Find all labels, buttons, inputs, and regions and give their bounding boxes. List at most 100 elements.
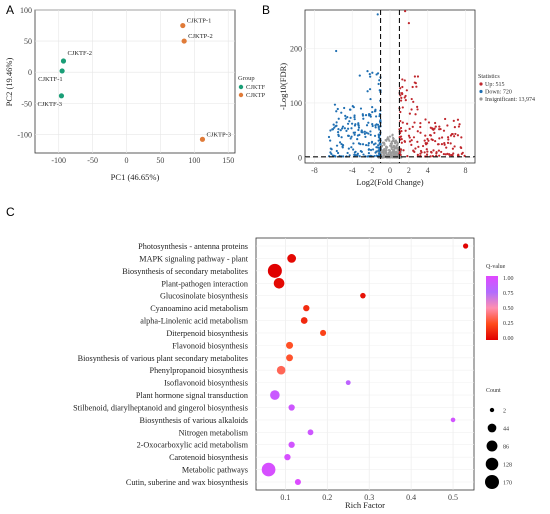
volcano-point-up (446, 136, 450, 139)
kegg-pathway-labels: Photosynthesis - antenna proteins MAPK si… (73, 242, 249, 487)
volcano-point-up (410, 143, 413, 146)
volcano-point-up (429, 150, 433, 154)
volcano-point-up (408, 112, 411, 115)
volcano-point-down (367, 144, 370, 147)
volcano-point-down (367, 148, 371, 151)
volcano-point-up (432, 149, 435, 152)
volcano-point-up (410, 97, 413, 101)
volcano-y-axis-title-text: -Log10(FDR) (278, 63, 288, 110)
volcano-point-up (444, 117, 447, 121)
count-legend-title: Count (486, 388, 501, 394)
volcano-point-down (350, 146, 353, 149)
volcano-point-down (375, 146, 378, 149)
pca-point (59, 68, 65, 74)
count-legend-marker (487, 423, 497, 433)
volcano-point-insignificant (384, 139, 387, 142)
volcano-point-down (377, 144, 380, 147)
volcano-point-insignificant (387, 151, 390, 155)
volcano-point-up (456, 134, 460, 137)
volcano-point-up (456, 118, 460, 121)
volcano-point-up (421, 144, 425, 148)
volcano-point-down (377, 134, 380, 137)
volcano-point-down (357, 122, 360, 125)
volcano-point-down (346, 151, 349, 155)
pca-x-axis-title: PC1 (46.65%) (111, 172, 160, 182)
kegg-pathway-label: Plant-pathogen interaction (161, 279, 248, 288)
volcano-point-up (406, 122, 409, 125)
volcano-legend-marker (479, 97, 483, 101)
count-legend-marker (485, 457, 499, 471)
volcano-point-up (447, 138, 450, 141)
volcano-point-down (353, 151, 356, 154)
kegg-pathway-label: Photosynthesis - antenna proteins (138, 242, 248, 251)
volcano-point-up (444, 153, 447, 156)
volcano-point-down (357, 124, 360, 127)
pca-point (180, 22, 186, 29)
volcano-point-up (413, 75, 416, 78)
volcano-point-up (456, 154, 460, 157)
volcano-point-up (448, 153, 451, 156)
volcano-point-up (449, 134, 453, 137)
volcano-point-up (424, 118, 427, 121)
volcano-point-down (356, 154, 359, 157)
volcano-point-up (424, 142, 427, 145)
volcano-point-up (438, 137, 441, 140)
volcano-x-tick-label: 8 (464, 166, 468, 175)
volcano-point-up (423, 139, 426, 142)
volcano-point-down (354, 123, 357, 126)
volcano-point-down (346, 134, 350, 137)
pca-legend-marker (238, 84, 244, 90)
volcano-point-up (412, 149, 415, 152)
volcano-point-down (366, 155, 369, 158)
volcano-point-up (453, 135, 456, 138)
volcano-point-up (443, 143, 446, 146)
volcano-point-insignificant (385, 146, 388, 149)
volcano-point-insignificant (388, 153, 391, 157)
volcano-point-up (460, 152, 463, 156)
kegg-pathway-label: 2-Oxocarboxylic acid metabolism (137, 441, 249, 450)
volcano-point-down (369, 97, 372, 101)
volcano-point-up (420, 151, 423, 154)
volcano-point-down (329, 139, 332, 142)
volcano-point-up (459, 146, 462, 149)
volcano-point-up (451, 132, 454, 136)
volcano-point-down (359, 150, 362, 153)
pca-point (181, 38, 187, 44)
volcano-point-down (371, 148, 375, 151)
volcano-point-down (332, 123, 335, 126)
volcano-point-up (426, 137, 429, 141)
volcano-point-down (368, 88, 372, 91)
volcano-point-up (400, 96, 403, 99)
volcano-point-down (333, 103, 337, 106)
count-legend-label: 2 (503, 409, 506, 415)
volcano-point-down (370, 140, 374, 143)
volcano-point-down (349, 108, 352, 111)
volcano-point-up (398, 150, 401, 153)
volcano-point-down (364, 135, 367, 138)
volcano-point-up (405, 89, 408, 92)
volcano-point-up (400, 130, 403, 133)
kegg-point (345, 380, 351, 386)
volcano-point-up (425, 148, 428, 151)
count-legend-label: 44 (503, 427, 509, 433)
volcano-point-down (352, 142, 355, 145)
volcano-point-up (415, 85, 418, 88)
volcano-threshold-lines (305, 10, 475, 163)
volcano-point-down (361, 131, 364, 134)
volcano-x-tick-label: 0 (388, 166, 392, 175)
pca-legend-title: Group (238, 75, 255, 82)
volcano-point-down (372, 143, 376, 146)
volcano-point-down (377, 126, 380, 129)
kegg-point (307, 429, 314, 436)
volcano-point-down (342, 155, 345, 158)
volcano-point-up (399, 99, 403, 102)
pca-point-label: CJKTF-3 (37, 101, 62, 108)
volcano-point-up (414, 147, 417, 150)
kegg-x-ticks: 0.1 0.2 0.3 0.4 0.5 (280, 493, 458, 502)
volcano-point-down (364, 114, 368, 117)
volcano-point-up (416, 75, 420, 78)
volcano-point-up (434, 125, 437, 128)
kegg-grid (256, 238, 474, 490)
volcano-point-up (403, 96, 406, 99)
volcano-point-down (340, 111, 343, 114)
